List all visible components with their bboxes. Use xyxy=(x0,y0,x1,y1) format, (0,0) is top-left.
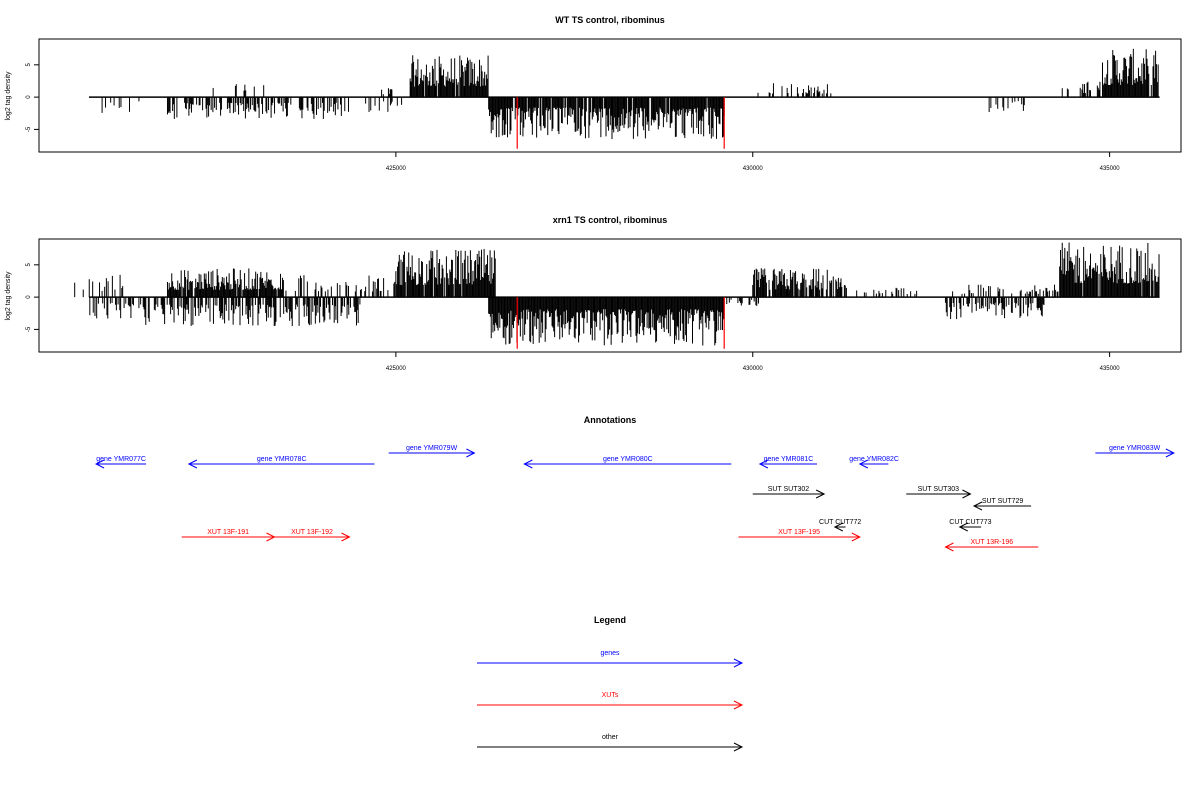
annotation-feature: gene YMR078C xyxy=(187,456,375,469)
xrn1-xtick-label: 430000 xyxy=(743,366,764,372)
annotation-label: SUT SUT729 xyxy=(982,498,1024,505)
annotation-label: XUT 13F-192 xyxy=(291,529,333,536)
wt-track-title: WT TS control, ribominus xyxy=(555,15,665,25)
annotation-feature: XUT 13F-192 xyxy=(274,529,351,542)
wt-ytick-label: -5 xyxy=(26,126,32,132)
annotation-features: gene YMR077C gene YMR078C gene YMR079W gene… xyxy=(94,445,1175,552)
annotation-label: gene YMR080C xyxy=(603,456,653,463)
annotation-feature: SUT SUT303 xyxy=(906,486,972,499)
annotation-feature: CUT CUT773 xyxy=(949,519,992,532)
wt-track-panel: WT TS control, ribominus log2 tag densit… xyxy=(5,15,1182,172)
wt-track-bars xyxy=(88,48,1160,149)
xrn1-xtick-label: 435000 xyxy=(1100,366,1121,372)
legend-label: genes xyxy=(600,650,620,657)
annotation-label: gene YMR083W xyxy=(1109,445,1161,452)
annotation-feature: gene YMR077C xyxy=(94,456,147,469)
annotation-arrow-arrowhead xyxy=(466,448,476,458)
wt-ytick-label: 5 xyxy=(26,63,32,67)
annotation-arrow-arrowhead xyxy=(958,522,968,532)
annotation-feature: gene YMR082C xyxy=(849,456,899,469)
annotations-title: Annotations xyxy=(584,415,637,425)
xrn1-ytick-label: -5 xyxy=(26,326,32,332)
legend-label: XUTs xyxy=(602,692,619,699)
annotation-arrow-arrowhead xyxy=(944,542,954,552)
annotation-label: XUT 13F-191 xyxy=(207,529,249,536)
annotation-label: XUT 13R-196 xyxy=(971,539,1014,546)
annotation-arrow-arrowhead xyxy=(187,459,198,469)
annotation-feature: XUT 13F-191 xyxy=(181,529,276,542)
annotation-label: gene YMR082C xyxy=(849,456,899,463)
legend-label: other xyxy=(602,734,619,741)
xrn1-track-panel: xrn1 TS control, ribominus log2 tag dens… xyxy=(5,215,1182,372)
annotation-arrow-arrowhead xyxy=(851,532,861,542)
annotation-label: CUT CUT772 xyxy=(819,519,861,526)
annotation-feature: CUT CUT772 xyxy=(819,519,861,532)
annotation-arrow-arrowhead xyxy=(1165,448,1175,458)
annotation-label: XUT 13F-195 xyxy=(778,529,820,536)
wt-track-axes: 425000 430000 435000 -5 0 5 xyxy=(26,63,1120,172)
xrn1-track-axes: 425000 430000 435000 -5 0 5 xyxy=(26,263,1120,372)
legend-entries: genes XUTs other xyxy=(477,650,744,752)
wt-ytick-label: 0 xyxy=(26,95,32,99)
wt-track-plot-box xyxy=(38,38,1182,153)
annotation-arrow-arrowhead xyxy=(94,459,105,469)
annotation-feature: XUT 13F-195 xyxy=(738,529,861,542)
annotation-arrow-arrowhead xyxy=(858,459,869,469)
legend-entry: XUTs xyxy=(477,692,744,710)
annotation-label: gene YMR078C xyxy=(257,456,307,463)
annotation-feature: gene YMR080C xyxy=(523,456,732,469)
annotation-label: SUT SUT303 xyxy=(918,486,960,493)
legend-panel: Legend genes XUTs other xyxy=(477,615,744,752)
wt-xtick-label: 435000 xyxy=(1100,166,1121,172)
annotation-arrow-arrowhead xyxy=(972,501,983,511)
annotation-arrow-arrowhead xyxy=(523,459,533,469)
legend-arrow-arrowhead xyxy=(733,742,744,752)
annotation-arrow-arrowhead xyxy=(815,489,826,499)
legend-entry: other xyxy=(477,734,744,752)
annotation-arrow-arrowhead xyxy=(758,459,769,469)
annotation-arrow-arrowhead xyxy=(962,489,972,499)
annotation-feature: SUT SUT729 xyxy=(972,498,1032,511)
annotation-feature: gene YMR083W xyxy=(1095,445,1175,458)
annotation-feature: gene YMR079W xyxy=(388,445,476,458)
annotation-arrow-arrowhead xyxy=(341,532,351,542)
annotation-feature: gene YMR081C xyxy=(758,456,817,469)
annotation-label: gene YMR077C xyxy=(96,456,146,463)
annotation-label: SUT SUT302 xyxy=(768,486,810,493)
wt-xtick-label: 425000 xyxy=(386,166,407,172)
annotation-feature: XUT 13R-196 xyxy=(944,539,1039,552)
legend-title: Legend xyxy=(594,615,626,625)
xrn1-ytick-label: 5 xyxy=(26,263,32,267)
xrn1-xtick-label: 425000 xyxy=(386,366,407,372)
xrn1-track-title: xrn1 TS control, ribominus xyxy=(553,215,668,225)
annotation-label: gene YMR079W xyxy=(406,445,458,452)
legend-arrow-arrowhead xyxy=(733,700,744,710)
annotation-label: gene YMR081C xyxy=(764,456,814,463)
wt-xtick-label: 430000 xyxy=(743,166,764,172)
annotation-label: CUT CUT773 xyxy=(949,519,991,526)
annotations-panel: Annotations gene YMR077C gene YMR078Cgene… xyxy=(94,415,1175,552)
legend-arrow-arrowhead xyxy=(733,658,744,668)
annotation-arrow-arrowhead xyxy=(833,522,844,532)
xrn1-track-plot-box xyxy=(38,238,1182,353)
wt-track-ylabel: log2 tag density xyxy=(5,71,12,121)
legend-entry: genes xyxy=(477,650,744,668)
xrn1-track-bars xyxy=(74,242,1160,349)
xrn1-track-ylabel: log2 tag density xyxy=(5,271,12,321)
annotation-feature: SUT SUT302 xyxy=(752,486,826,499)
xrn1-ytick-label: 0 xyxy=(26,295,32,299)
